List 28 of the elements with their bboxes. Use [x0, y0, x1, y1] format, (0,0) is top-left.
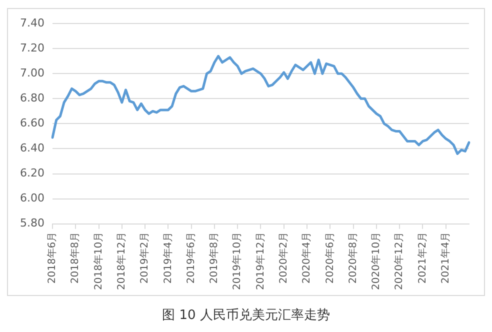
x-tick-label: 2019年4月 — [162, 232, 174, 284]
y-tick-label: 5.80 — [20, 216, 44, 230]
x-tick-label: 2019年8月 — [208, 232, 220, 284]
x-tick-label: 2018年10月 — [92, 232, 104, 290]
y-tick-label: 7.40 — [20, 16, 44, 30]
x-tick-label: 2020年8月 — [346, 232, 359, 284]
x-tick-label: 2021年4月 — [439, 232, 452, 284]
x-tick-label: 2018年6月 — [46, 232, 58, 284]
x-tick-label: 2021年2月 — [416, 232, 428, 284]
x-tick-label: 2020年4月 — [300, 232, 313, 284]
y-tick-label: 6.60 — [20, 116, 44, 130]
y-tick-label: 6.40 — [20, 142, 44, 155]
x-tick-label: 2020年2月 — [277, 232, 290, 284]
x-tick-label: 2020年12月 — [393, 232, 406, 290]
y-tick-label: 7.20 — [20, 41, 44, 54]
x-tick-label: 2020年6月 — [324, 232, 336, 284]
x-tick-label: 2019年2月 — [138, 232, 151, 284]
x-tick-label: 2019年10月 — [231, 232, 244, 290]
x-tick-label: 2018年8月 — [69, 232, 82, 284]
x-tick-label: 2019年6月 — [184, 232, 197, 284]
text: 图 10 人民币兑美元汇率走势 — [161, 307, 331, 324]
x-tick-label: 2018年12月 — [116, 232, 128, 290]
y-tick-label: 7.00 — [20, 66, 44, 80]
x-tick-label: 2019年12月 — [254, 232, 266, 290]
y-tick-label: 6.80 — [20, 92, 44, 105]
y-tick-label: 6.00 — [20, 192, 44, 205]
x-tick-label: 2020年10月 — [370, 232, 382, 290]
y-tick-label: 6.20 — [20, 166, 44, 180]
